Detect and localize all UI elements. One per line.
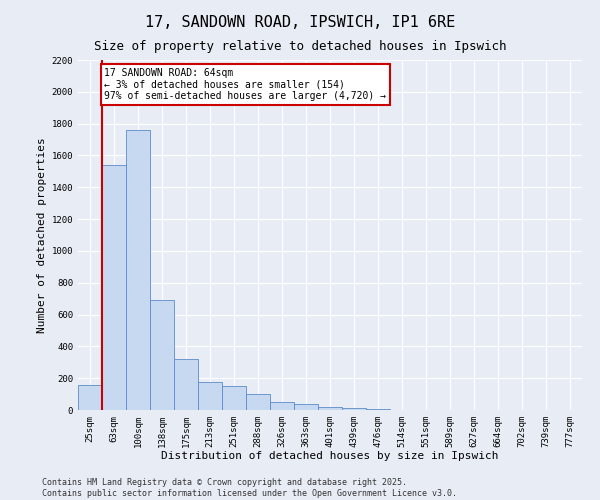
Bar	[78, 384, 102, 410]
Bar	[126, 130, 150, 410]
Bar	[366, 409, 390, 410]
X-axis label: Distribution of detached houses by size in Ipswich: Distribution of detached houses by size …	[161, 452, 499, 462]
Bar	[222, 386, 246, 410]
Text: Size of property relative to detached houses in Ipswich: Size of property relative to detached ho…	[94, 40, 506, 53]
Bar	[150, 300, 174, 410]
Text: 17, SANDOWN ROAD, IPSWICH, IP1 6RE: 17, SANDOWN ROAD, IPSWICH, IP1 6RE	[145, 15, 455, 30]
Bar	[198, 382, 222, 410]
Bar	[318, 407, 342, 410]
Bar	[246, 394, 270, 410]
Bar	[294, 404, 318, 410]
Bar	[342, 408, 366, 410]
Bar	[174, 359, 198, 410]
Text: Contains HM Land Registry data © Crown copyright and database right 2025.
Contai: Contains HM Land Registry data © Crown c…	[42, 478, 457, 498]
Text: 17 SANDOWN ROAD: 64sqm
← 3% of detached houses are smaller (154)
97% of semi-det: 17 SANDOWN ROAD: 64sqm ← 3% of detached …	[104, 68, 386, 101]
Bar	[270, 402, 294, 410]
Y-axis label: Number of detached properties: Number of detached properties	[37, 137, 47, 333]
Bar	[102, 165, 126, 410]
